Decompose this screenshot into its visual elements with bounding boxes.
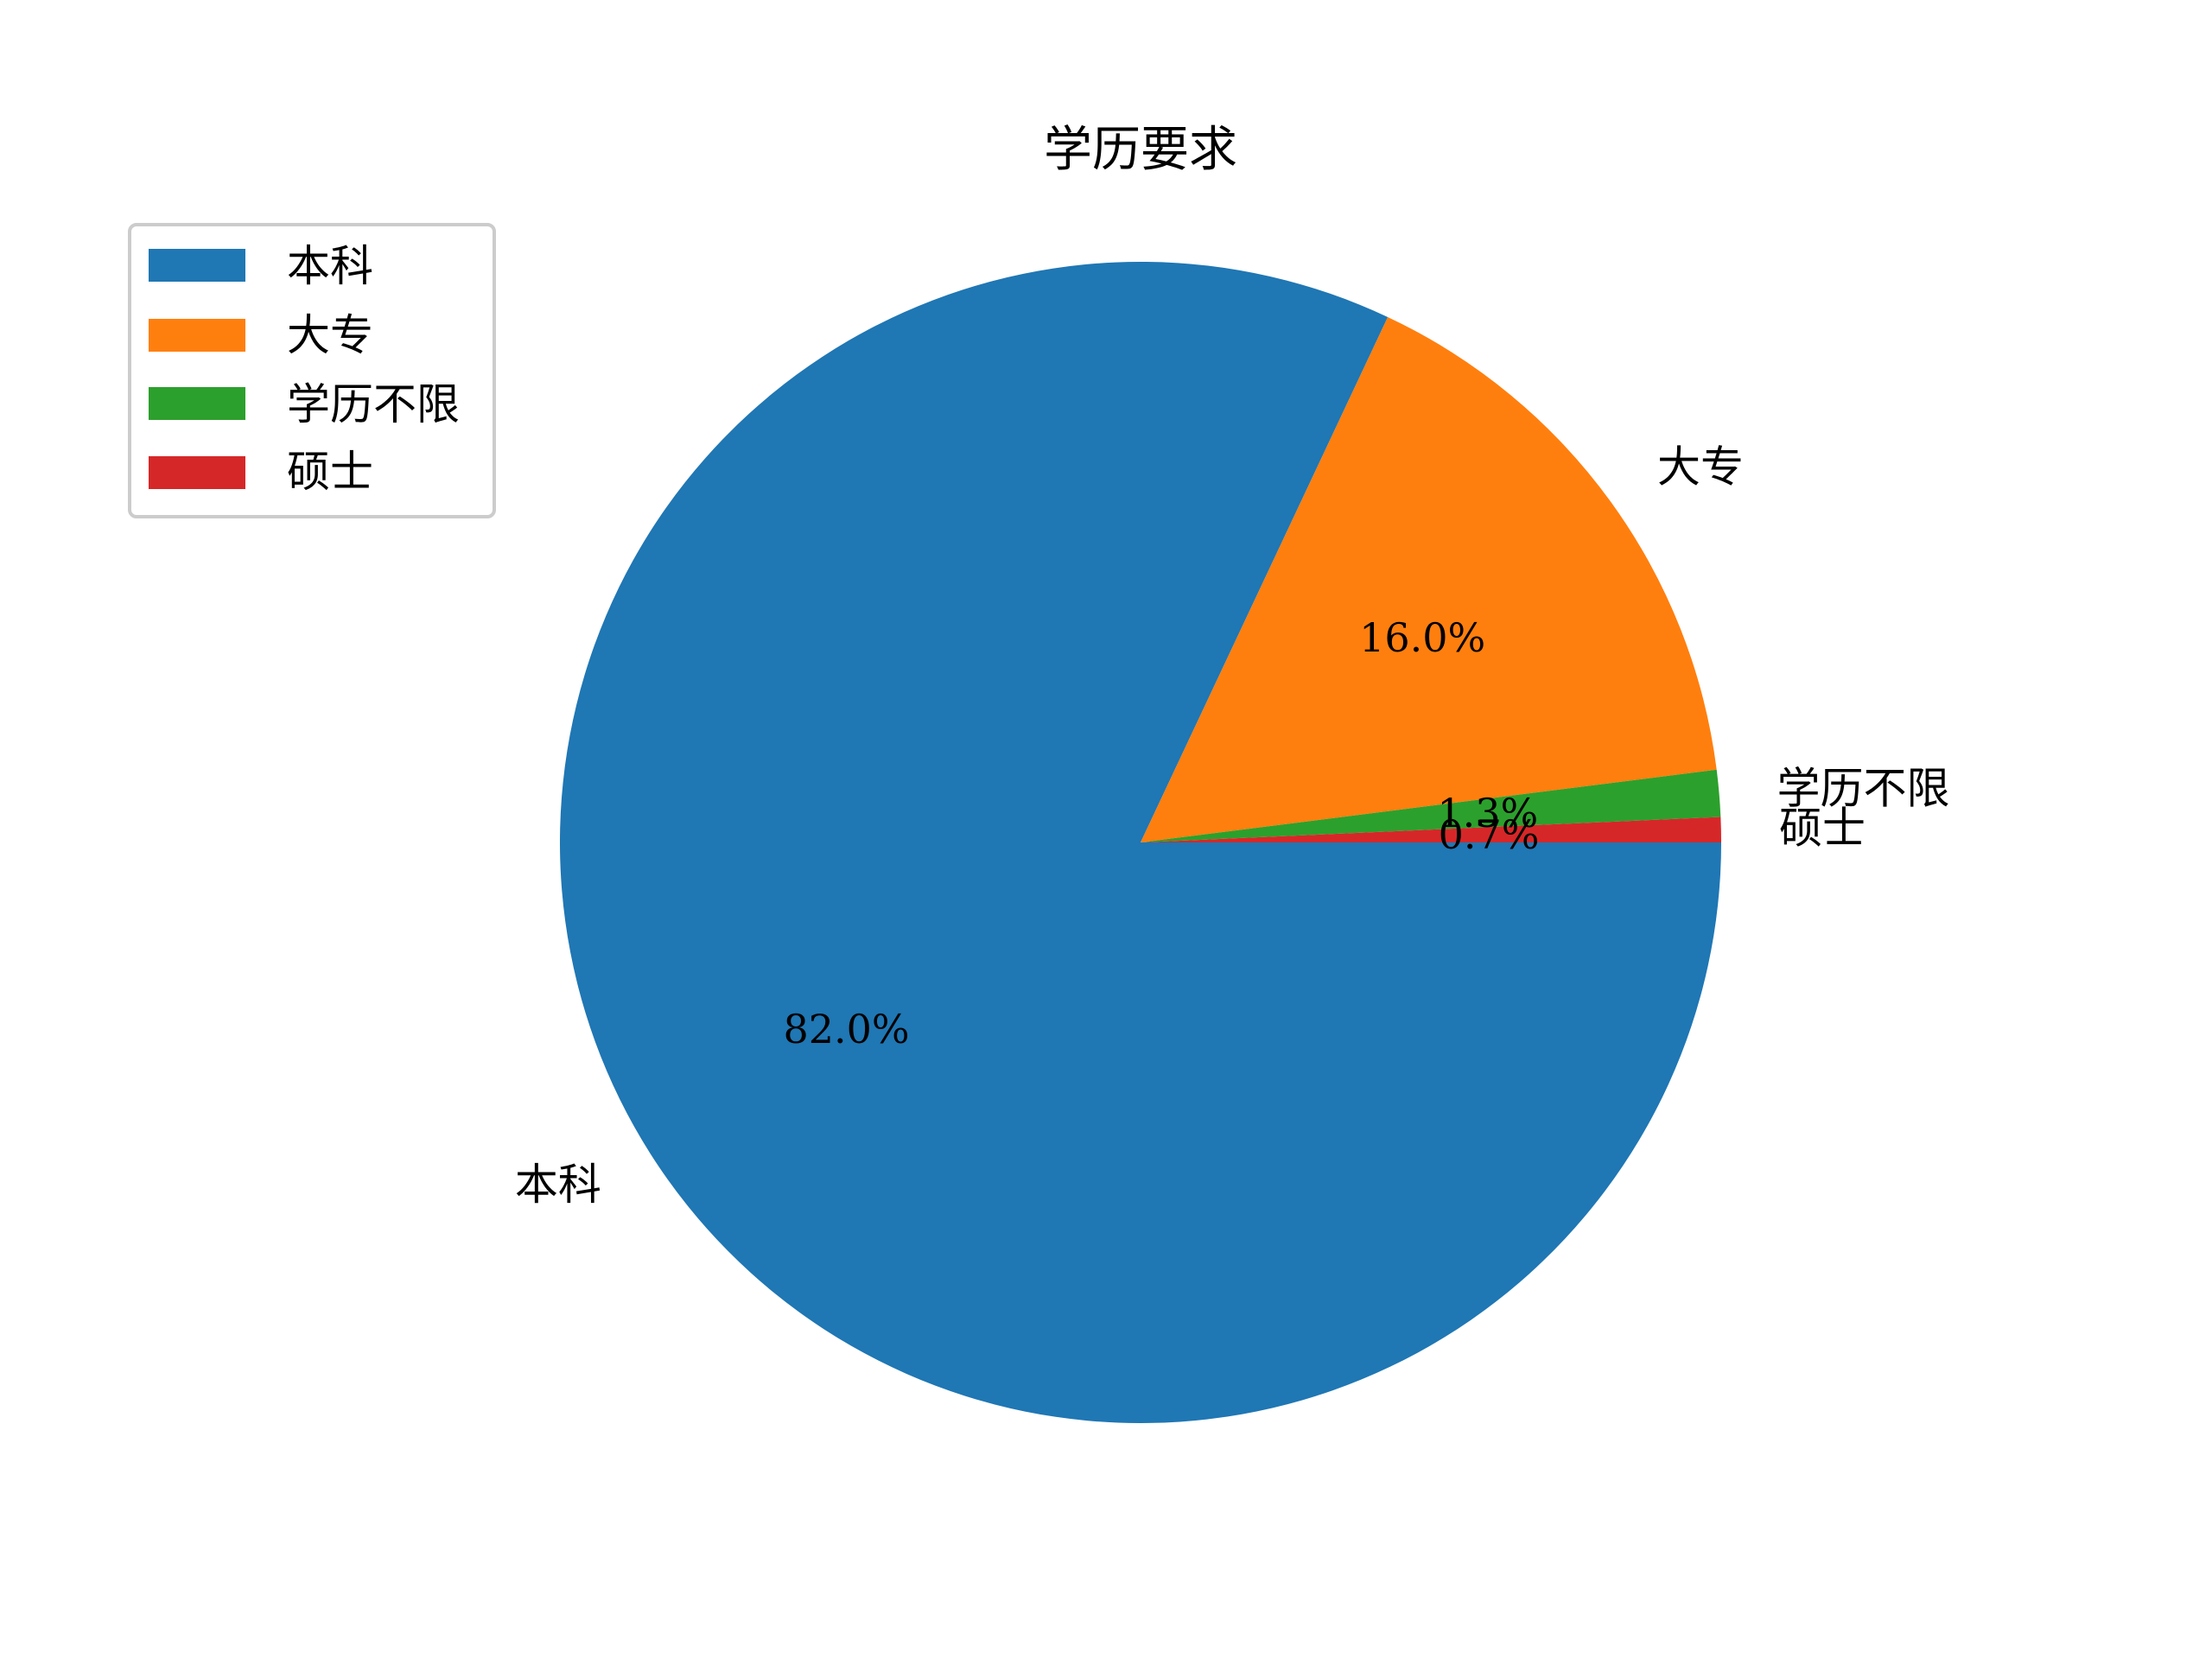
chart-title: 学历要求 <box>1044 122 1237 178</box>
slice-percent-label-2: 1.3% <box>1437 790 1538 836</box>
legend: 本科 大专 学历不限 硕士 <box>128 223 496 518</box>
slice-category-label-3: 硕士 <box>1779 804 1866 854</box>
pie-slice-1 <box>1141 316 1717 843</box>
pie-labels: 本科 82.0% 大专 16.0% 学历不限 1.3% 硕士 0.7% <box>515 442 1950 1211</box>
legend-label-1: 大专 <box>287 310 373 360</box>
legend-frame <box>128 223 496 518</box>
slice-category-label-1: 大专 <box>1657 442 1744 493</box>
slice-percent-label-0: 82.0% <box>783 1006 909 1052</box>
legend-swatch-3 <box>149 456 245 489</box>
legend-label-2: 学历不限 <box>287 379 460 429</box>
legend-label-3: 硕士 <box>287 447 373 497</box>
legend-swatch-0 <box>149 249 245 282</box>
legend-swatch-2 <box>149 387 245 420</box>
slice-percent-label-1: 16.0% <box>1359 614 1485 661</box>
slice-category-label-2: 学历不限 <box>1777 763 1950 813</box>
legend-swatch-1 <box>149 319 245 352</box>
pie-slice-3 <box>1141 817 1722 842</box>
slice-percent-label-3: 0.7% <box>1439 811 1540 858</box>
slice-category-label-0: 本科 <box>515 1160 601 1210</box>
pie-slices <box>560 262 1722 1423</box>
pie-slice-2 <box>1141 769 1721 842</box>
legend-label-0: 本科 <box>287 241 373 291</box>
